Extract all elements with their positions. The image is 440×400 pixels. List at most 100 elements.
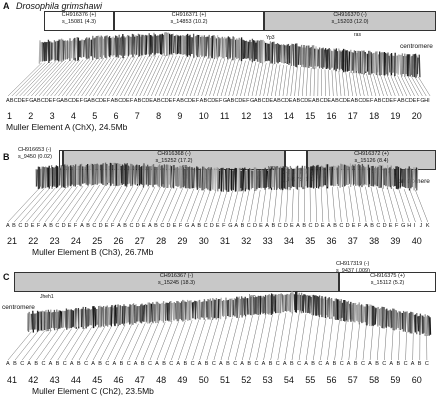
subdivision-letter: E xyxy=(242,98,246,104)
leader-line xyxy=(118,186,139,223)
chromosome-band xyxy=(381,306,384,329)
chromosome-band xyxy=(266,170,269,188)
chromosome-band xyxy=(142,163,145,188)
leader-line xyxy=(73,58,101,97)
leader-line xyxy=(259,62,267,97)
division-number: 41 xyxy=(7,375,18,385)
leader-line xyxy=(189,57,205,97)
subdivision-letter: F xyxy=(110,223,115,229)
chromosome-band xyxy=(223,300,226,316)
subdivision-letter: B xyxy=(55,361,60,367)
chromosome-band xyxy=(429,317,432,335)
chromosome-band xyxy=(219,297,222,320)
leader-line xyxy=(290,66,295,97)
leader-line xyxy=(201,57,215,97)
leader-line xyxy=(164,320,179,361)
subdivision-letter: E xyxy=(290,223,294,229)
subdivision-letter: A xyxy=(33,98,37,104)
leader-line xyxy=(182,56,198,97)
chromosome-band xyxy=(416,167,419,191)
chromosome-band xyxy=(245,298,248,315)
subdivision-letter: E xyxy=(269,98,274,104)
subdivision-letter: B xyxy=(183,361,188,367)
leader-line xyxy=(244,61,253,97)
leader-line xyxy=(46,60,77,97)
centromere-label: centromere xyxy=(2,304,35,311)
leader-line xyxy=(411,76,423,97)
leader-line xyxy=(279,189,283,223)
subdivision-letter: B xyxy=(377,98,382,104)
division-number: 57 xyxy=(347,375,358,385)
chromosome-band xyxy=(298,167,301,188)
subdivision-letter: A xyxy=(112,361,117,367)
subdivision-letter: C xyxy=(300,98,305,104)
chromosome-band xyxy=(143,304,146,322)
subdivision-letter: A xyxy=(373,98,378,104)
chromosome-band xyxy=(204,300,207,319)
subdivision-letter: D xyxy=(252,223,257,229)
chromosome-band xyxy=(302,294,305,313)
chromosome-band xyxy=(263,41,266,63)
subdivision-letter: C xyxy=(118,98,123,104)
division-number: 15 xyxy=(305,111,316,121)
leader-line xyxy=(100,185,122,223)
subdivision-letter: H xyxy=(424,98,429,104)
subdivision-letter: F xyxy=(106,98,111,104)
division-number: 44 xyxy=(70,375,81,385)
leader-line xyxy=(112,185,134,223)
leader-line xyxy=(11,62,46,97)
subdivision-letter: E xyxy=(288,98,293,104)
chromosome-band xyxy=(164,165,167,188)
subdivision-letter: F xyxy=(370,98,374,104)
subdivision-letter: A xyxy=(261,361,266,367)
subdivision-letter: B xyxy=(268,361,273,367)
division-numbers: 41 42 43 44 45 46 47 48 49 50 51 52 53 54 55 56 57 58 59 60 xyxy=(0,375,440,386)
subdivision-letter: D xyxy=(314,223,319,229)
chromosome-band xyxy=(396,312,399,328)
subdivision-letter: A xyxy=(176,361,181,367)
subdivision-letter: C xyxy=(404,98,409,104)
leader-line xyxy=(380,74,388,97)
subdivision-letter: B xyxy=(247,361,252,367)
chromosome-band xyxy=(270,42,273,63)
chromosome-band xyxy=(275,43,278,63)
chromosome-band xyxy=(123,305,126,324)
chromosome-band xyxy=(384,167,387,187)
subdivision-letter: A xyxy=(69,361,74,367)
division-number: 29 xyxy=(177,236,188,246)
leader-line xyxy=(397,75,408,97)
division-number: 21 xyxy=(7,236,18,246)
subdivision-letter: D xyxy=(345,223,350,229)
subdivision-letter: C xyxy=(318,361,323,367)
division-number: 30 xyxy=(198,236,209,246)
subdivision-letter: D xyxy=(265,98,270,104)
leader-line xyxy=(343,186,348,223)
gene-label: vasa xyxy=(268,165,279,171)
chromosome-band xyxy=(406,311,409,333)
subdivision-letter: D xyxy=(362,98,367,104)
subdivision-letter: B xyxy=(335,98,339,104)
subdivision-letter: B xyxy=(180,98,184,104)
chromosome-band xyxy=(420,315,423,334)
leader-line xyxy=(38,60,70,97)
subdivision-letter: A xyxy=(80,223,84,229)
chromosome-band xyxy=(328,48,331,70)
leader-line xyxy=(271,64,277,97)
subdivision-letter: A xyxy=(346,361,351,367)
chromosome-band xyxy=(282,166,284,191)
chromosome-band xyxy=(246,41,249,59)
division-number: 3 xyxy=(49,111,55,121)
leader-line xyxy=(54,59,84,97)
element-label: Muller Element B (Ch3), 26.7Mb xyxy=(32,247,154,257)
leader-line xyxy=(151,55,170,97)
division-number: 25 xyxy=(92,236,103,246)
subdivision-letter: C xyxy=(211,361,216,367)
subdivision-letter: D xyxy=(323,98,328,104)
subdivision-letter: D xyxy=(304,98,309,104)
leader-line xyxy=(186,189,200,223)
panel-label: C xyxy=(3,272,10,282)
subdivision-letter: A xyxy=(153,98,157,104)
leader-line xyxy=(256,314,267,361)
subdivision-letter: A xyxy=(87,98,91,104)
